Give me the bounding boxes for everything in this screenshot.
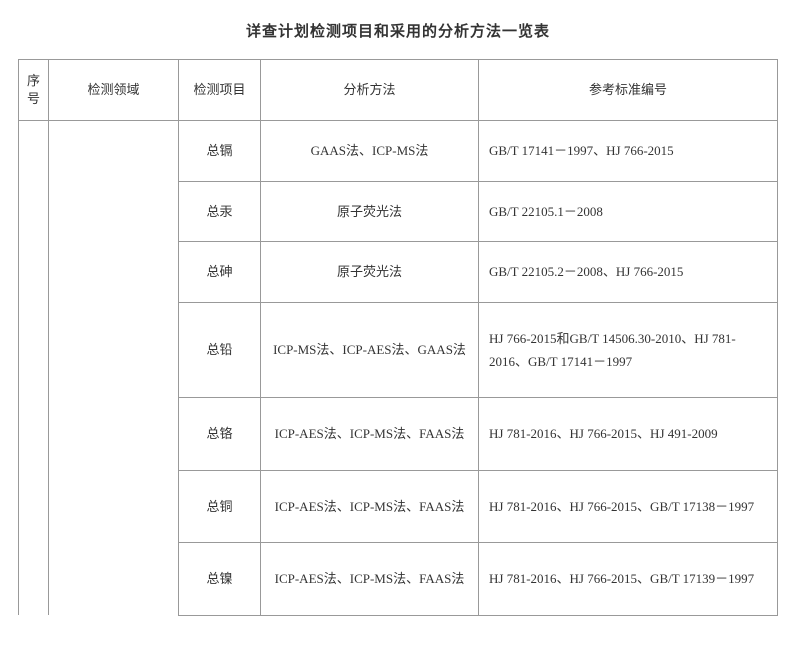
page-title: 详查计划检测项目和采用的分析方法一览表 <box>18 20 778 41</box>
cell-standard: GB/T 17141－1997、HJ 766-2015 <box>479 121 778 181</box>
cell-item: 总镍 <box>179 543 261 615</box>
cell-item: 总镉 <box>179 121 261 181</box>
cell-method: ICP-AES法、ICP-MS法、FAAS法 <box>261 398 479 470</box>
cell-item: 总铜 <box>179 470 261 542</box>
col-header-domain: 检测领域 <box>49 60 179 121</box>
cell-domain <box>49 121 179 615</box>
cell-standard: HJ 766-2015和GB/T 14506.30-2010、HJ 781-20… <box>479 302 778 398</box>
cell-method: 原子荧光法 <box>261 242 479 302</box>
cell-standard: GB/T 22105.2－2008、HJ 766-2015 <box>479 242 778 302</box>
table-row: 总镉 GAAS法、ICP-MS法 GB/T 17141－1997、HJ 766-… <box>19 121 778 181</box>
cell-method: 原子荧光法 <box>261 181 479 241</box>
cell-item: 总砷 <box>179 242 261 302</box>
cell-standard: HJ 781-2016、HJ 766-2015、GB/T 17138－1997 <box>479 470 778 542</box>
table-header-row: 序号 检测领域 检测项目 分析方法 参考标准编号 <box>19 60 778 121</box>
cell-standard: HJ 781-2016、HJ 766-2015、HJ 491-2009 <box>479 398 778 470</box>
cell-item: 总铅 <box>179 302 261 398</box>
analysis-methods-table: 序号 检测领域 检测项目 分析方法 参考标准编号 总镉 GAAS法、ICP-MS… <box>18 59 778 616</box>
cell-item: 总汞 <box>179 181 261 241</box>
cell-method: ICP-AES法、ICP-MS法、FAAS法 <box>261 543 479 615</box>
col-header-item: 检测项目 <box>179 60 261 121</box>
col-header-standard: 参考标准编号 <box>479 60 778 121</box>
cell-standard: HJ 781-2016、HJ 766-2015、GB/T 17139－1997 <box>479 543 778 615</box>
cell-method: ICP-AES法、ICP-MS法、FAAS法 <box>261 470 479 542</box>
cell-method: GAAS法、ICP-MS法 <box>261 121 479 181</box>
cell-item: 总铬 <box>179 398 261 470</box>
cell-seq <box>19 121 49 615</box>
cell-standard: GB/T 22105.1－2008 <box>479 181 778 241</box>
cell-method: ICP-MS法、ICP-AES法、GAAS法 <box>261 302 479 398</box>
col-header-seq: 序号 <box>19 60 49 121</box>
col-header-method: 分析方法 <box>261 60 479 121</box>
